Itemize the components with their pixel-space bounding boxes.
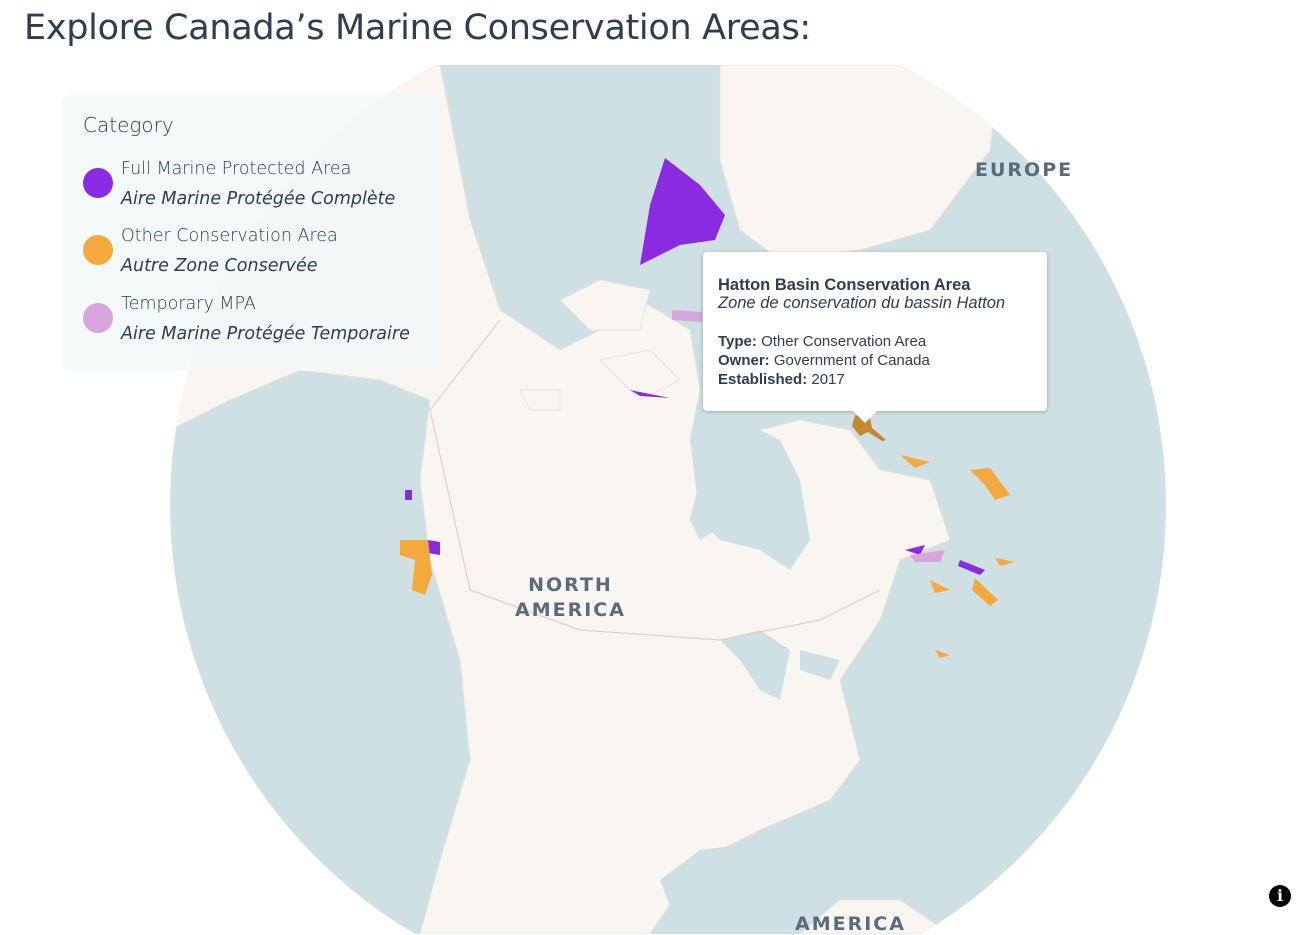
label-south-america: AMERICA: [795, 913, 906, 935]
borders: [429, 319, 881, 641]
tooltip-type: Other Conservation Area: [761, 333, 927, 350]
info-icon[interactable]: i: [1269, 885, 1291, 907]
page-title: Explore Canada’s Marine Conservation Are…: [24, 8, 811, 48]
legend-label-en: Full Marine Protected Area: [121, 159, 352, 179]
tooltip-owner-label: Owner:: [718, 352, 770, 369]
water-hudson-bay: [690, 420, 810, 570]
legend: Category Full Marine Protected Area Aire…: [62, 95, 442, 371]
tooltip-established-row: Established: 2017: [718, 371, 845, 388]
tooltip-established-label: Established:: [718, 371, 808, 388]
tooltip: Hatton Basin Conservation Area Zone de c…: [703, 252, 1047, 423]
area-full-mpa: [640, 158, 725, 265]
legend-label-en: Other Conservation Area: [121, 226, 338, 246]
tooltip-owner-row: Owner: Government of Canada: [718, 352, 930, 369]
legend-label-fr: Aire Marine Protégée Temporaire: [121, 324, 410, 344]
tooltip-name: Hatton Basin Conservation Area: [718, 276, 971, 294]
label-north-america: NORTH AMERICA: [515, 574, 626, 621]
tooltip-type-row: Type: Other Conservation Area: [718, 333, 926, 350]
legend-swatch: [83, 303, 113, 333]
water-great-lakes: [720, 630, 840, 700]
legend-swatch: [83, 235, 113, 265]
water-gulf-of-mexico: [660, 840, 840, 934]
tooltip-name-fr: Zone de conservation du bassin Hatton: [718, 294, 1006, 312]
legend-title: Category: [83, 113, 174, 137]
label-europe: EUROPE: [975, 159, 1074, 181]
legend-label-fr: Autre Zone Conservée: [121, 256, 318, 276]
tooltip-established: 2017: [811, 371, 845, 388]
tooltip-owner: Government of Canada: [773, 352, 930, 369]
tooltip-type-label: Type:: [718, 333, 757, 350]
legend-swatch: [83, 168, 113, 198]
land-arctic-islands: [519, 279, 681, 411]
legend-label-en: Temporary MPA: [121, 294, 256, 314]
legend-label-fr: Aire Marine Protégée Complète: [121, 189, 396, 209]
